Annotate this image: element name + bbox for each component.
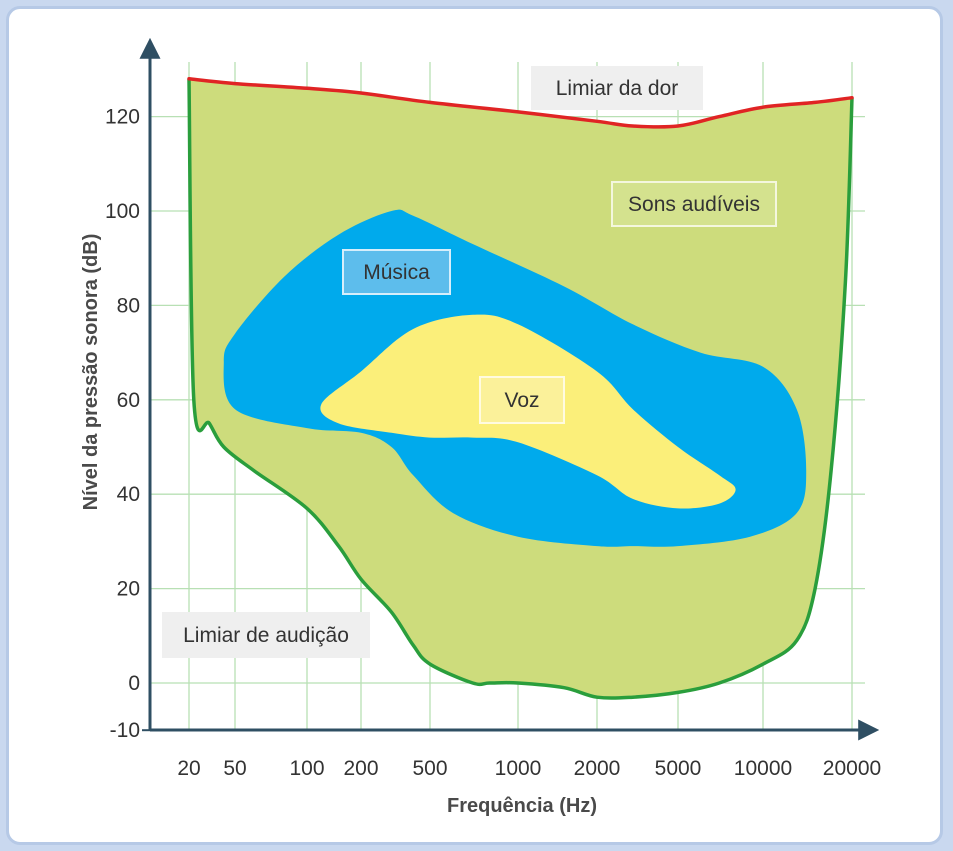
x-tick-label: 200 (343, 757, 378, 780)
region-labels: Limiar da dor Sons audíveis Música Voz Limia… (162, 66, 777, 658)
x-tick-label: 20 (177, 757, 200, 780)
y-tick-label: 80 (117, 294, 140, 317)
label-musica: Música (342, 249, 451, 295)
axes (139, 37, 880, 741)
label-sons-audiveis: Sons audíveis (611, 181, 777, 227)
y-tick-label: 100 (105, 200, 140, 223)
y-tick-label: 20 (117, 578, 140, 601)
x-axis-label: Frequência (Hz) (447, 795, 597, 817)
x-tick-label: 500 (412, 757, 447, 780)
x-tick-label: 1000 (495, 757, 542, 780)
x-tick-label: 20000 (823, 757, 881, 780)
x-tick-label: 10000 (734, 757, 792, 780)
x-tick-label: 5000 (655, 757, 702, 780)
label-musica-text: Música (363, 261, 430, 284)
y-tick-label: 120 (105, 106, 140, 129)
y-tick-label: -10 (110, 719, 140, 742)
y-tick-label: 0 (128, 672, 140, 695)
x-tick-label: 50 (223, 757, 246, 780)
label-voz-text: Voz (504, 389, 539, 412)
label-sons-audiveis-text: Sons audíveis (628, 193, 760, 216)
label-limiar-de-audicao-text: Limiar de audição (183, 624, 349, 647)
x-tick-label: 100 (289, 757, 324, 780)
label-limiar-de-audicao: Limiar de audição (162, 612, 370, 658)
y-tick-label: 40 (117, 483, 140, 506)
label-limiar-da-dor: Limiar da dor (531, 66, 703, 110)
x-tick-label: 2000 (574, 757, 621, 780)
pain-threshold-line (187, 77, 854, 129)
hearing-threshold-line (187, 78, 854, 700)
y-tick-label: 60 (117, 389, 140, 412)
tick-labels: 20 50 100 200 500 1000 2000 5000 10000 2000012010… (105, 106, 881, 780)
label-limiar-da-dor-text: Limiar da dor (556, 77, 679, 100)
y-axis-label: Nível da pressão sonora (dB) (80, 234, 102, 511)
label-voz: Voz (479, 376, 565, 424)
